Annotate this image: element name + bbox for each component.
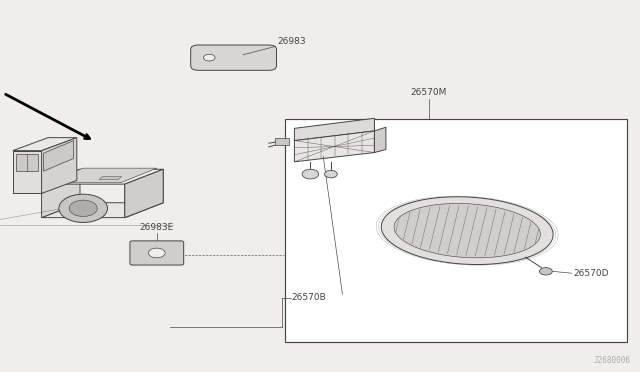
Text: J2680006: J2680006 [593, 356, 630, 365]
Circle shape [59, 194, 108, 222]
Polygon shape [125, 169, 163, 218]
Circle shape [204, 54, 215, 61]
Polygon shape [99, 177, 122, 179]
Polygon shape [294, 131, 374, 162]
Text: 26570D: 26570D [573, 269, 609, 278]
Polygon shape [48, 168, 157, 182]
Polygon shape [374, 127, 386, 153]
Bar [275, 138, 289, 145]
FancyBboxPatch shape [130, 241, 184, 265]
Circle shape [302, 169, 319, 179]
Polygon shape [13, 138, 77, 151]
Polygon shape [394, 203, 540, 258]
Bar [285, 119, 627, 342]
Text: 26570B: 26570B [291, 293, 326, 302]
Polygon shape [42, 169, 80, 218]
Polygon shape [44, 141, 74, 171]
Text: 26983: 26983 [277, 37, 306, 46]
Circle shape [540, 267, 552, 275]
Circle shape [324, 170, 337, 178]
Text: 26983E: 26983E [140, 223, 174, 232]
Polygon shape [125, 169, 163, 218]
Polygon shape [42, 138, 77, 193]
Text: 26570M: 26570M [410, 88, 447, 97]
FancyBboxPatch shape [191, 45, 276, 70]
Polygon shape [16, 154, 38, 171]
Polygon shape [381, 197, 553, 264]
Polygon shape [294, 118, 374, 141]
Circle shape [148, 248, 165, 258]
Polygon shape [42, 169, 163, 184]
Circle shape [69, 200, 97, 217]
Polygon shape [13, 151, 42, 193]
Polygon shape [42, 203, 163, 218]
